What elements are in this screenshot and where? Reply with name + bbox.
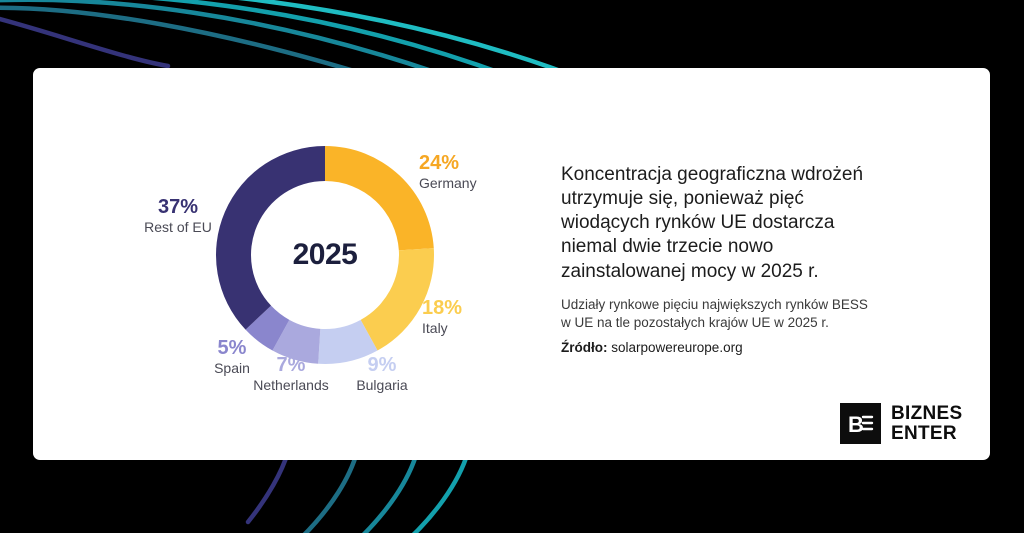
svg-text:B: B	[848, 412, 864, 437]
